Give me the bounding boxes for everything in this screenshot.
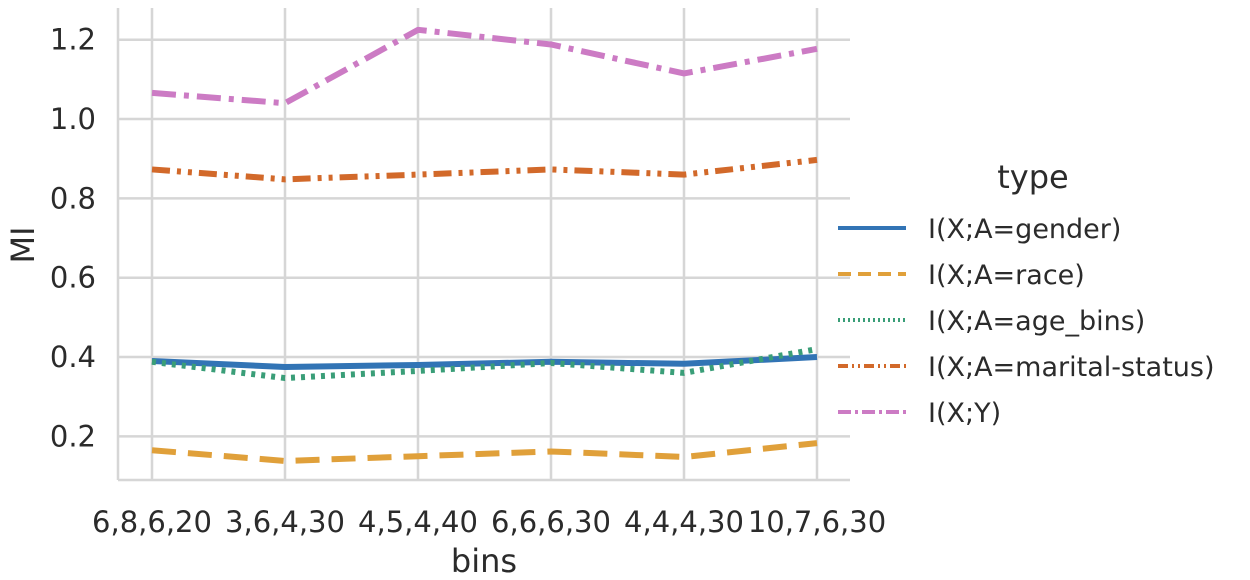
y-tick-label: 1.0 — [50, 102, 96, 136]
x-tick-label: 10,7,6,30 — [748, 505, 886, 539]
axes — [118, 8, 850, 480]
y-tick-label: 0.6 — [50, 261, 96, 295]
y-tick-label: 0.8 — [50, 181, 96, 215]
x-axis-label: bins — [451, 542, 517, 580]
x-tick-label: 4,5,4,40 — [358, 505, 478, 539]
series-line-1 — [152, 443, 817, 461]
legend-title: type — [997, 158, 1068, 196]
x-tick-label: 4,4,4,30 — [624, 505, 744, 539]
y-axis-label: MI — [4, 226, 42, 263]
grid — [118, 8, 850, 480]
legend-label: I(X;Y) — [928, 398, 1001, 429]
y-tick-label: 1.2 — [50, 23, 96, 57]
x-tick-label: 6,6,6,30 — [491, 505, 611, 539]
series-line-3 — [152, 160, 817, 179]
legend-label: I(X;A=age_bins) — [928, 306, 1145, 337]
x-tick-label: 3,6,4,30 — [225, 505, 345, 539]
series-lines — [152, 30, 817, 461]
y-tick-label: 0.2 — [50, 419, 96, 453]
legend: type I(X;A=gender) I(X;A=race) I(X;A=age_b… — [838, 158, 1215, 429]
legend-label: I(X;A=marital-status) — [928, 352, 1215, 383]
tick-labels: 6,8,6,20 3,6,4,30 4,5,4,40 6,6,6,30 4,4,4,30… — [50, 23, 886, 539]
legend-label: I(X;A=gender) — [928, 214, 1121, 245]
legend-label: I(X;A=race) — [928, 260, 1085, 291]
y-tick-label: 0.4 — [50, 340, 96, 374]
x-tick-label: 6,8,6,20 — [92, 505, 212, 539]
